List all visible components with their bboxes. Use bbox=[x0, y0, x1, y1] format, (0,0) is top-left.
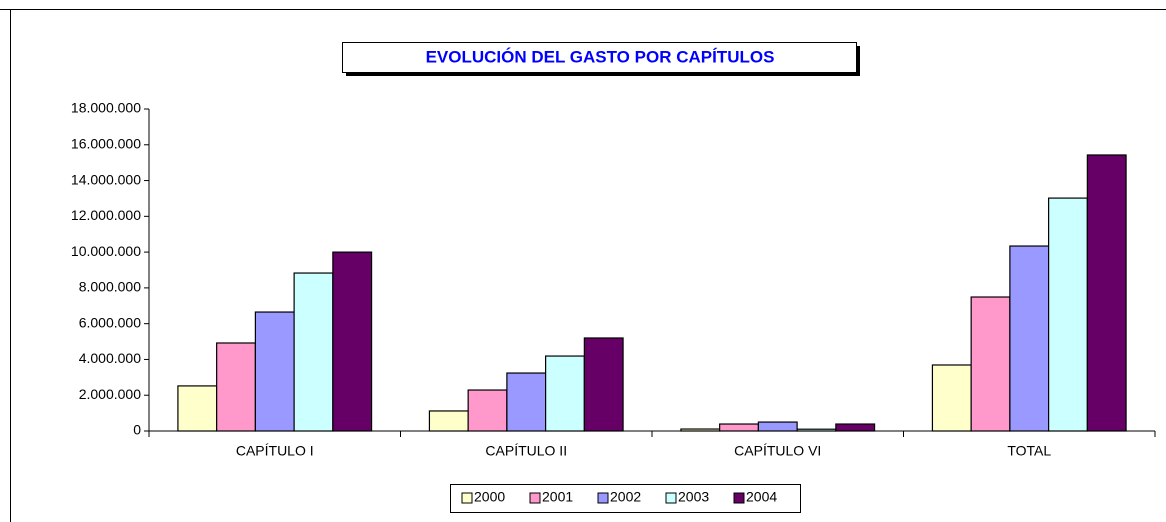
bar bbox=[332, 251, 373, 432]
bar bbox=[931, 364, 972, 432]
y-tick-label: 8.000.000 bbox=[79, 279, 141, 295]
bar bbox=[254, 311, 295, 432]
bar bbox=[506, 372, 547, 432]
legend-label: 2000 bbox=[474, 489, 505, 505]
y-tick-label: 12.000.000 bbox=[71, 207, 141, 223]
legend-swatch bbox=[597, 492, 609, 504]
x-tick-label: CAPÍTULO II bbox=[485, 443, 567, 459]
y-tick-label: 18.000.000 bbox=[71, 100, 141, 116]
legend-swatch bbox=[733, 492, 745, 504]
bar bbox=[1086, 154, 1127, 432]
legend-swatch bbox=[461, 492, 473, 504]
chart-title: EVOLUCIÓN DEL GASTO POR CAPÍTULOS bbox=[426, 47, 775, 66]
bar bbox=[216, 342, 256, 432]
x-tick-label: CAPÍTULO VI bbox=[734, 443, 821, 459]
y-tick-label: 4.000.000 bbox=[79, 350, 141, 366]
bar bbox=[293, 272, 334, 432]
bar bbox=[970, 296, 1011, 432]
legend-label: 2002 bbox=[610, 489, 641, 505]
legend-label: 2003 bbox=[678, 489, 709, 505]
bar bbox=[835, 423, 876, 432]
bar bbox=[583, 337, 624, 432]
bar bbox=[177, 385, 218, 432]
y-tick-label: 2.000.000 bbox=[79, 386, 141, 402]
bar bbox=[1048, 197, 1088, 432]
bar bbox=[467, 389, 508, 432]
y-tick-label: 10.000.000 bbox=[71, 243, 141, 259]
legend-label: 2004 bbox=[746, 489, 777, 505]
y-tick-label: 14.000.000 bbox=[71, 171, 141, 187]
legend-swatch bbox=[529, 492, 541, 504]
title-box bbox=[342, 42, 857, 73]
bar bbox=[1009, 245, 1050, 432]
bar bbox=[545, 355, 585, 432]
legend-label: 2001 bbox=[542, 489, 573, 505]
bar bbox=[428, 410, 469, 432]
y-tick-label: 6.000.000 bbox=[79, 314, 141, 330]
y-tick-label: 16.000.000 bbox=[71, 135, 141, 151]
bar bbox=[719, 423, 759, 432]
x-tick-label: CAPÍTULO I bbox=[236, 443, 314, 459]
bar bbox=[757, 421, 798, 432]
legend-swatch bbox=[665, 492, 677, 504]
y-tick-label: 0 bbox=[133, 422, 141, 438]
x-tick-label: TOTAL bbox=[1007, 443, 1051, 459]
